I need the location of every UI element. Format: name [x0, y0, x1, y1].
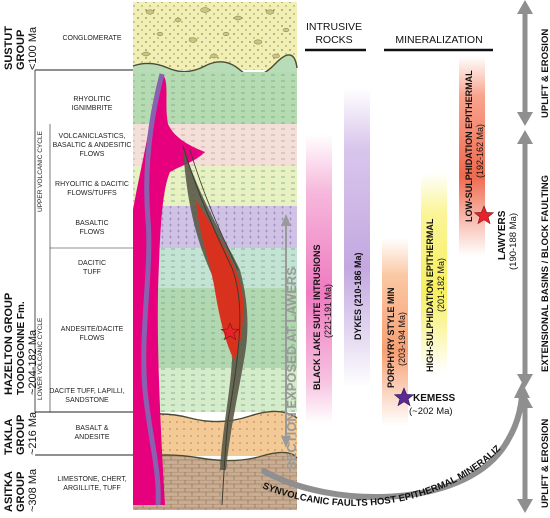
unit-basaltic-flows-2: FLOWS [80, 229, 105, 236]
asitka-label: ASITKA [3, 471, 15, 512]
unit-conglomerate: CONGLOMERATE [63, 35, 122, 42]
section-exposed-label: SECTION EXPOSED AT LAWERS [284, 267, 299, 470]
unit-volcaniclastics-1: VOLCANICLASTICS, [59, 133, 126, 140]
lawyers-column-star [220, 322, 240, 341]
unit-labels: CONGLOMERATE RHYOLITIC IGNIMBRITE VOLCAN… [49, 35, 131, 492]
takla-label: TAKLA [3, 418, 15, 455]
intrusive-header-1: INTRUSIVE [306, 21, 362, 33]
unit-rhyolitic-dacitic-1: RHYOLITIC & DACITIC [55, 181, 129, 188]
kemess-marker: KEMESS (~202 Ma) [393, 387, 456, 417]
unit-dacite-tuff-2: SANDSTONE [65, 397, 109, 404]
unit-limestone-2: ARGILLITE, TUFF [63, 485, 120, 492]
tectonic-column: UPLIFT & EROSION EXTENSIONAL BASINS / BL… [517, 0, 550, 513]
upper-cycle-label: UPPER VOLCANIC CYCLE [37, 130, 44, 212]
hazelton-label: HAZELTON GROUP [3, 293, 15, 395]
unit-volcaniclastics-2: BASALTIC & ANDESITIC [53, 142, 132, 149]
black-lake-label: BLACK LAKE SUITE INTRUSIONS [312, 244, 322, 390]
high-sulph-bar [421, 172, 447, 372]
black-lake-age: (221-191 Ma) [323, 284, 333, 338]
unit-volcaniclastics-3: FLOWS [80, 151, 105, 158]
asitka-age: ~308 Ma [27, 468, 39, 512]
asitka-group-label: GROUP [15, 472, 27, 512]
unit-rhyolitic-ignimbrite-1: RHYOLITIC [73, 96, 110, 103]
lawyers-age: (190-188 Ma) [508, 213, 519, 270]
lower-cycle-label: LOWER VOLCANIC CYCLE [37, 317, 44, 400]
cycle-labels: UPPER VOLCANIC CYCLE LOWER VOLCANIC CYCL… [37, 130, 44, 400]
stratigraphic-column: SECTION EXPOSED AT LAWERS [132, 2, 299, 510]
curved-arrow [260, 391, 525, 500]
extensional-label: EXTENSIONAL BASINS / BLOCK FAULTING [540, 175, 550, 372]
unit-limestone-1: LIMESTONE, CHERT, [57, 476, 126, 483]
black-lake-bar [306, 134, 332, 424]
unit-basalt-andesite-2: ANDESITE [74, 434, 109, 441]
unit-andesite-dacite-1: ANDESITE/DACITE [61, 326, 124, 333]
low-sulph-age: (192-162 Ma) [475, 124, 485, 178]
sustut-group-label: GROUP [15, 30, 27, 70]
takla-age: ~216 Ma [27, 411, 39, 455]
bar-labels: BLACK LAKE SUITE INTRUSIONS (221-191 Ma)… [312, 70, 485, 390]
unit-basalt-andesite-1: BASALT & [76, 425, 109, 432]
red-ore-body [196, 200, 244, 360]
group-labels: SUSTUT GROUP <100 Ma HAZELTON GROUP TOOD… [3, 26, 39, 512]
uplift-bottom-label: UPLIFT & EROSION [540, 419, 550, 508]
high-sulph-label: HIGH-SULPHIDATION EPITHERMAL [425, 218, 435, 372]
kemess-label: KEMESS [413, 393, 456, 404]
mineralization-header: MINERALIZATION [395, 34, 482, 46]
unit-rhyolitic-ignimbrite-2: IGNIMBRITE [72, 105, 113, 112]
kemess-age: (~202 Ma) [409, 406, 453, 417]
purple-dyke [141, 73, 165, 506]
mineralized-fault-zone [183, 146, 248, 470]
unit-dacite-tuff-1: DACITE TUFF, LAPILLI, [49, 388, 124, 395]
lawyers-marker: LAWYERS (190-188 Ma) [473, 205, 519, 270]
toodogonne-label: TOODOGONNE Fm. [16, 301, 27, 395]
column-headers: INTRUSIVE ROCKS MINERALIZATION [305, 21, 493, 52]
unit-andesite-dacite-2: FLOWS [80, 335, 105, 342]
unit-rhyolitic-dacitic-2: FLOWS/TUFFS [67, 190, 117, 197]
high-sulph-age: (201-182 Ma) [436, 258, 446, 312]
unit-dacitic-tuff-1: DACITIC [78, 260, 106, 267]
porphyry-label: PORPHYRY STYLE MIN [386, 287, 396, 388]
pink-intrusion [133, 74, 205, 505]
hazelton-age: ~204-182 Ma [27, 329, 39, 395]
dykes-label: DYKES (210-186 Ma) [353, 252, 363, 340]
low-sulph-bar [459, 56, 485, 256]
time-bars [306, 56, 485, 426]
porphyry-age: (203-194 Ma) [397, 312, 407, 366]
uplift-top-label: UPLIFT & EROSION [540, 29, 550, 118]
intrusive-header-2: ROCKS [315, 34, 352, 46]
lawyers-label: LAWYERS [497, 210, 508, 260]
dykes-bar [344, 88, 370, 388]
lawyers-star-icon [473, 205, 495, 225]
low-sulph-label: LOW-SULPHIDATION EPITHERMAL [464, 70, 474, 222]
sustut-age: <100 Ma [27, 26, 39, 70]
conglomerate-pebbles [142, 7, 290, 59]
group-boundaries [34, 69, 133, 456]
kemess-star-icon [393, 387, 415, 407]
unit-dacitic-tuff-2: TUFF [83, 269, 101, 276]
sustut-label: SUSTUT [3, 26, 15, 70]
unit-basaltic-flows-1: BASALTIC [75, 220, 108, 227]
takla-group-label: GROUP [15, 415, 27, 455]
